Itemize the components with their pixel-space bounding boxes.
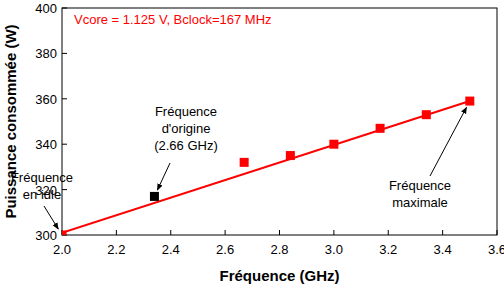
x-tick (442, 230, 443, 235)
data-point (62, 231, 67, 236)
title: Vcore = 1.125 V, Bclock=167 MHz (74, 12, 272, 27)
annotation: Fréquence (389, 178, 451, 193)
y-tick-label: 300 (35, 228, 57, 243)
data-point (465, 97, 474, 106)
x-tick (497, 230, 498, 235)
y-tick (62, 98, 67, 99)
data-point (286, 151, 295, 160)
x-axis-title: Fréquence (GHz) (219, 267, 339, 284)
y-tick-label: 360 (35, 92, 57, 107)
annotation: Fréquence (155, 104, 217, 119)
y-tick (62, 144, 67, 145)
x-tick-label: 3.2 (379, 242, 397, 257)
annotation-arrow (157, 163, 170, 190)
x-tick-label: 3.6 (488, 242, 504, 257)
x-tick (333, 230, 334, 235)
data-point (329, 140, 338, 149)
y-tick (62, 53, 67, 54)
y-tick-label: 400 (35, 1, 57, 16)
x-tick-label: 3.0 (325, 242, 343, 257)
x-tick-label: 2.4 (162, 242, 180, 257)
data-point (376, 124, 385, 133)
x-tick (388, 230, 389, 235)
chart: 2.02.22.42.62.83.03.23.43.63003203403603… (0, 0, 504, 291)
plot-frame (62, 8, 497, 235)
y-tick (62, 8, 67, 9)
y-tick-label: 380 (35, 46, 57, 61)
y-tick-label: 340 (35, 137, 57, 152)
data-point (422, 110, 431, 119)
annotation: Fréquence (11, 170, 73, 185)
x-tick (279, 230, 280, 235)
annotation-arrow (44, 206, 58, 229)
annotation: maximale (392, 195, 448, 210)
x-tick-label: 2.2 (107, 242, 125, 257)
x-tick-label: 2.0 (53, 242, 71, 257)
annotation: en idle (23, 187, 61, 202)
data-point (240, 158, 249, 167)
trend-line (62, 101, 470, 233)
x-tick (225, 230, 226, 235)
x-tick (116, 230, 117, 235)
annotation: (2.66 GHz) (154, 138, 218, 153)
plot-area (62, 97, 474, 235)
annotation: d'origine (162, 121, 211, 136)
x-tick-label: 3.4 (434, 242, 452, 257)
x-tick-label: 2.6 (216, 242, 234, 257)
data-point (150, 192, 159, 201)
x-tick-label: 2.8 (270, 242, 288, 257)
annotation-arrow (430, 107, 467, 176)
x-tick (170, 230, 171, 235)
y-axis-title: Puissance consommée (W) (2, 24, 19, 218)
y-tick (62, 189, 67, 190)
